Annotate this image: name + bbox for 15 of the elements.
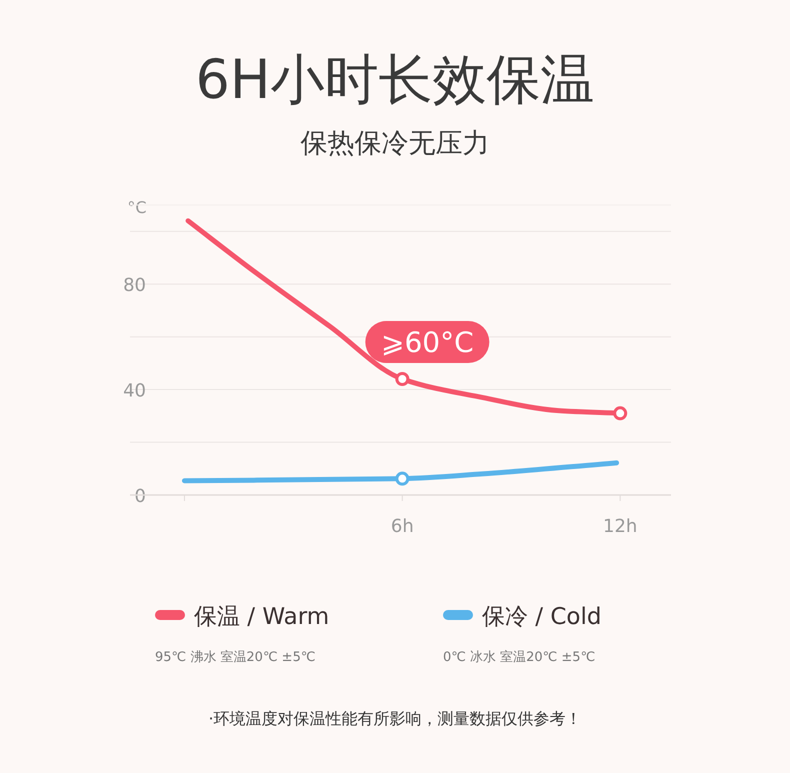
point — [613, 406, 628, 420]
annotation: ⩾60°C — [380, 326, 474, 359]
text: 0℃ 冰水 室温20℃ ±5℃ — [443, 649, 596, 665]
y-tick-label: 80 — [123, 275, 146, 296]
point — [395, 472, 410, 486]
text: ·环境温度对保温性能有所影响，测量数据仅供参考！ — [208, 709, 582, 728]
legend-label: 保冷 / Cold — [482, 604, 602, 630]
y-tick-label: 40 — [123, 380, 146, 402]
text: 95℃ 沸水 室温20℃ ±5℃ — [155, 649, 316, 665]
legend-label: 保温 / Warm — [194, 604, 330, 630]
x-tick-label: 6h — [390, 516, 414, 537]
x-tick-label: 12h — [603, 516, 638, 537]
point — [395, 372, 410, 386]
chart-subtitle: 保热保冷无压力 — [300, 128, 490, 159]
chart-title: 6H小时长效保温 — [196, 48, 594, 111]
